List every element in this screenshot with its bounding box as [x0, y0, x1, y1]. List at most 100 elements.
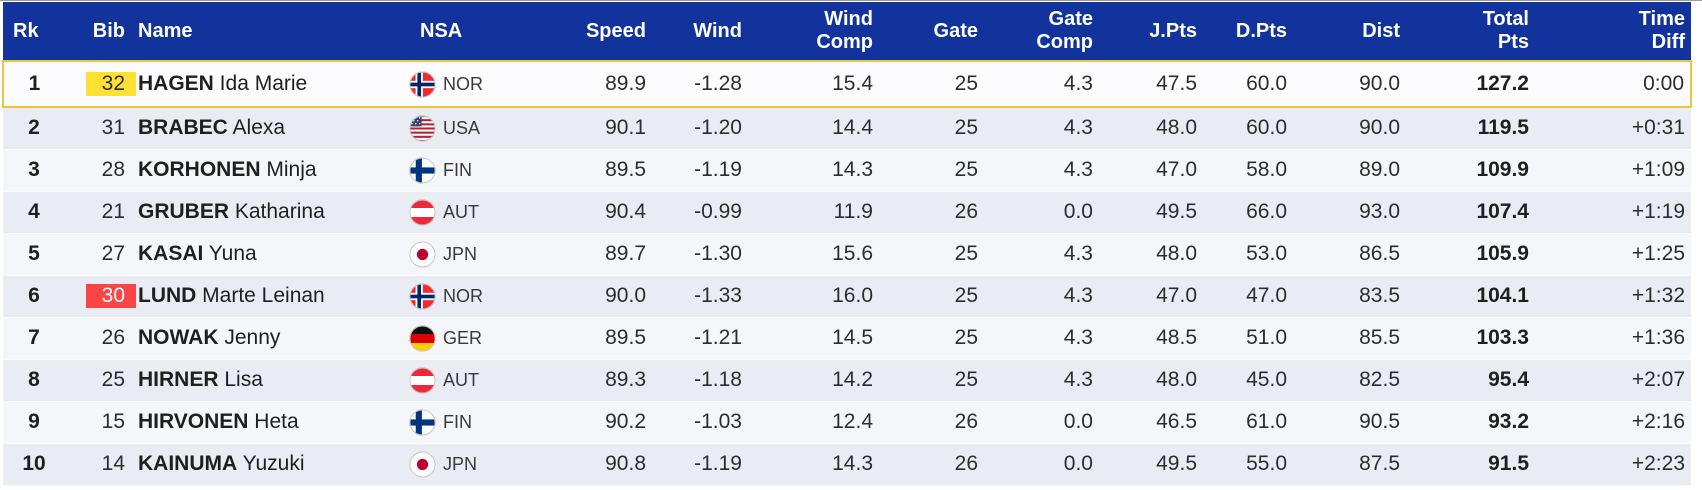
- flag-icon-ger: [409, 324, 436, 352]
- cell-wind-comp: 14.2: [748, 359, 879, 402]
- cell-total-pts: 109.9: [1406, 149, 1535, 192]
- bib-badge: 27: [101, 242, 125, 265]
- cell-bib: 31: [65, 107, 136, 150]
- bib-badge-red: 30: [86, 284, 136, 308]
- athlete-surname: BRABEC: [138, 116, 228, 140]
- cell-d-pts: 47.0: [1203, 275, 1293, 318]
- cell-name: KAINUMA Yuzuki: [136, 443, 403, 486]
- cell-wind-comp: 16.0: [748, 275, 879, 318]
- col-header-judge-points: J.Pts: [1099, 2, 1203, 61]
- cell-gate-comp: 4.3: [984, 149, 1099, 192]
- col-header-distance: Dist: [1293, 2, 1406, 61]
- cell-j-pts: 47.0: [1099, 149, 1203, 192]
- cell-wind: -0.99: [652, 191, 748, 234]
- athlete-given-name: Heta: [248, 410, 299, 433]
- table-row[interactable]: 5 27 KASAI Yuna JPN 89.7 -1.30 15.6 25 4.3 48.0 53…: [3, 233, 1691, 276]
- cell-gate-comp: 4.3: [984, 60, 1099, 108]
- cell-name: HIRVONEN Heta: [136, 401, 403, 444]
- cell-nsa: NOR: [403, 275, 509, 318]
- cell-gate-comp: 4.3: [984, 275, 1099, 318]
- cell-speed: 90.0: [509, 275, 652, 318]
- col-header-nsa: NSA: [403, 2, 509, 61]
- nsa-cell: FIN: [409, 156, 509, 184]
- cell-speed: 90.4: [509, 191, 652, 234]
- athlete-surname: NOWAK: [138, 326, 219, 349]
- flag-icon-usa: [409, 115, 436, 142]
- cell-d-pts: 55.0: [1203, 443, 1293, 486]
- cell-wind-comp: 14.3: [748, 443, 879, 486]
- cell-time-diff: +1:32: [1535, 275, 1691, 318]
- cell-d-pts: 58.0: [1203, 149, 1293, 192]
- col-header-speed: Speed: [509, 2, 652, 61]
- athlete-given-name: Lisa: [218, 368, 263, 391]
- cell-wind-comp: 14.5: [748, 317, 879, 360]
- flag-icon-jpn: [409, 240, 436, 268]
- cell-bib: 32: [65, 60, 136, 108]
- table-row[interactable]: 9 15 HIRVONEN Heta FIN 90.2 -1.03 12.4 26 0.0 46.…: [3, 401, 1691, 444]
- cell-d-pts: 61.0: [1203, 401, 1293, 444]
- header-row: Rk Bib Name NSA Speed Wind Wind Comp Gat…: [3, 2, 1691, 61]
- flag-icon-fin: [409, 156, 436, 184]
- cell-speed: 90.8: [509, 443, 652, 486]
- col-header-name: Name: [136, 2, 403, 61]
- nsa-code: USA: [443, 117, 481, 138]
- table-row[interactable]: 10 14 KAINUMA Yuzuki JPN 90.8 -1.19 14.3 26 0.0 4…: [3, 443, 1691, 486]
- athlete-surname: LUND: [138, 284, 197, 307]
- cell-gate: 26: [879, 401, 984, 444]
- cell-total-pts: 95.4: [1406, 359, 1535, 402]
- cell-total-pts: 105.9: [1406, 233, 1535, 276]
- table-row[interactable]: 2 31 BRABEC Alexa USA 90.1 -1.20 14.4 25 4.3 48.0…: [3, 107, 1691, 150]
- cell-dist: 87.5: [1293, 443, 1406, 486]
- cell-name: BRABEC Alexa: [136, 107, 403, 150]
- cell-gate: 25: [879, 233, 984, 276]
- cell-j-pts: 48.5: [1099, 317, 1203, 360]
- cell-total-pts: 103.3: [1406, 317, 1535, 360]
- flag-icon-aut: [409, 366, 436, 394]
- athlete-given-name: Alexa: [227, 116, 286, 140]
- cell-name: KASAI Yuna: [136, 233, 403, 276]
- col-header-total-points: Total Pts: [1406, 2, 1535, 61]
- cell-name: LUND Marte Leinan: [136, 275, 403, 318]
- cell-nsa: JPN: [403, 443, 509, 486]
- table-row[interactable]: 8 25 HIRNER Lisa AUT 89.3 -1.18 14.2 25 4.3 48.0 4…: [3, 359, 1691, 402]
- cell-d-pts: 66.0: [1203, 191, 1293, 234]
- cell-time-diff: +2:23: [1535, 443, 1691, 486]
- cell-rk: 3: [3, 149, 65, 192]
- cell-name: HAGEN Ida Marie: [136, 60, 403, 108]
- cell-wind: -1.19: [652, 443, 748, 486]
- bib-badge: 28: [101, 158, 125, 181]
- cell-wind-comp: 15.4: [748, 60, 879, 108]
- cell-wind-comp: 12.4: [748, 401, 879, 444]
- cell-total-pts: 107.4: [1406, 191, 1535, 234]
- cell-gate: 26: [879, 443, 984, 486]
- cell-j-pts: 47.0: [1099, 275, 1203, 318]
- nsa-cell: USA: [409, 115, 509, 142]
- bib-badge: 14: [101, 452, 125, 475]
- cell-name: NOWAK Jenny: [136, 317, 403, 360]
- table-row[interactable]: 1 32 HAGEN Ida Marie NOR 89.9 -1.28 15.4 25 4.3 4…: [2, 60, 1692, 108]
- table-row[interactable]: 4 21 GRUBER Katharina AUT 90.4 -0.99 11.9 26 0.0…: [3, 191, 1691, 234]
- cell-speed: 89.5: [509, 149, 652, 192]
- table-row[interactable]: 6 30 LUND Marte Leinan NOR 90.0 -1.33 16.0 25 4.…: [3, 275, 1691, 318]
- athlete-given-name: Ida Marie: [213, 72, 308, 95]
- cell-nsa: FIN: [403, 149, 509, 192]
- athlete-surname: KORHONEN: [138, 158, 261, 181]
- cell-bib: 21: [65, 191, 136, 234]
- cell-rk: 5: [3, 233, 65, 276]
- cell-time-diff: +1:36: [1535, 317, 1691, 360]
- cell-speed: 89.9: [509, 60, 652, 108]
- cell-time-diff: +1:09: [1535, 149, 1691, 192]
- cell-gate: 25: [879, 149, 984, 192]
- col-header-gate: Gate: [879, 2, 984, 61]
- athlete-surname: GRUBER: [138, 200, 230, 223]
- cell-dist: 90.5: [1293, 401, 1406, 444]
- cell-gate: 25: [879, 359, 984, 402]
- cell-speed: 89.7: [509, 233, 652, 276]
- bib-badge: 26: [101, 326, 125, 349]
- table-row[interactable]: 7 26 NOWAK Jenny GER 89.5 -1.21 14.5 25 4.3 48.5 5…: [3, 317, 1691, 360]
- table-row[interactable]: 3 28 KORHONEN Minja FIN 89.5 -1.19 14.3 25 4.3 47…: [3, 149, 1691, 192]
- nsa-cell: AUT: [409, 198, 509, 226]
- cell-wind: -1.28: [652, 60, 748, 108]
- cell-total-pts: 91.5: [1406, 443, 1535, 486]
